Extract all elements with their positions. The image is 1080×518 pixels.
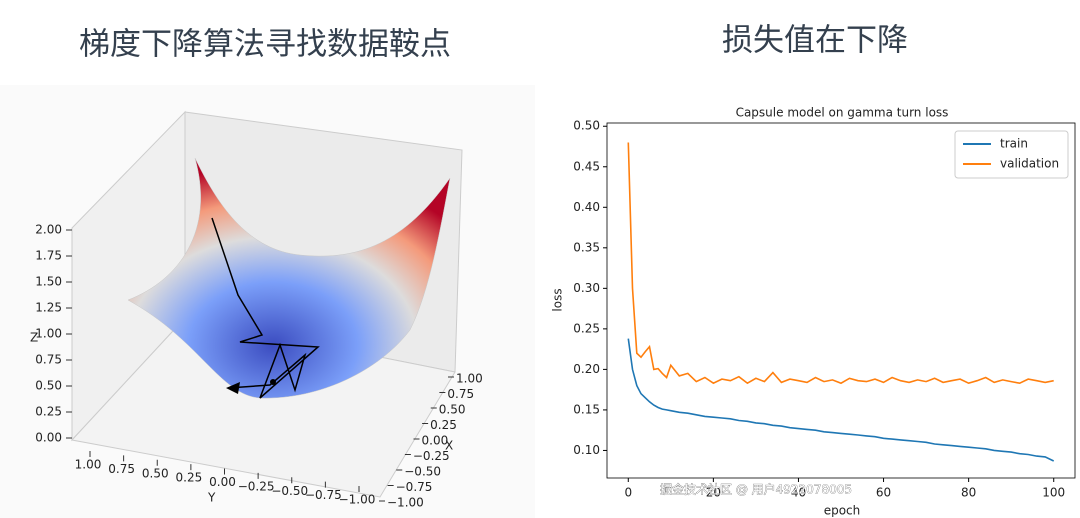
x-axis-label: epoch (824, 504, 861, 518)
z-tick-label: 1.75 (35, 249, 62, 263)
y-axis-label: Y (207, 491, 216, 505)
x-tick-label: 80 (961, 486, 976, 500)
x-tick-label: 40 (791, 486, 806, 500)
z-tick-label: 0.75 (35, 353, 62, 367)
x-tick-label: 0.25 (430, 418, 457, 432)
y-tick-label: 0.45 (573, 159, 600, 173)
y-tick-label: 1.00 (75, 458, 102, 472)
x-tick-label: 0.00 (422, 434, 449, 448)
y-tick-label: 0.35 (573, 240, 600, 254)
y-axis-label: loss (551, 288, 565, 311)
surface-plot: Z Y X 0.000.250.500.751.001.251.501.752.… (0, 85, 535, 518)
y-tick-label: −1.00 (339, 493, 376, 507)
y-tick-label: 0.15 (573, 402, 600, 416)
x-tick-label: 1.00 (456, 372, 483, 386)
surface (127, 157, 451, 399)
y-tick-label: 0.10 (573, 443, 600, 457)
y-tick-label: 0.50 (573, 119, 600, 133)
y-tick-label: 0.25 (176, 471, 203, 485)
y-tick-label: −0.75 (305, 488, 342, 502)
descent-path (211, 217, 320, 399)
left-title: 梯度下降算法寻找数据鞍点 (79, 27, 451, 63)
right-title: 损失值在下降 (722, 23, 908, 59)
z-tick-label: 0.25 (35, 405, 62, 419)
y-tick-label: 0.30 (573, 281, 600, 295)
y-tick-label: −0.25 (238, 479, 275, 493)
x-tick-label: −1.00 (387, 496, 424, 510)
x-tick-label: 60 (876, 486, 891, 500)
z-tick-label: 1.00 (35, 327, 62, 341)
y-tick-label: 0.20 (573, 362, 600, 376)
x-tick-label: 0 (624, 486, 632, 500)
x-tick-label: 0.50 (439, 403, 466, 417)
x-tick-label: −0.25 (413, 449, 450, 463)
z-tick-label: 0.00 (35, 431, 62, 445)
x-tick-label: 100 (1042, 486, 1065, 500)
y-tick-label: 0.40 (573, 200, 600, 214)
watermark: 掘金技术社区 @ 用户4922078005 (660, 482, 852, 497)
x-axis-label: X (445, 439, 453, 453)
z-tick-label: 1.25 (35, 301, 62, 315)
line-chart: Capsule model on gamma turn loss epoch l… (551, 106, 1076, 518)
x-tick-label: 20 (706, 486, 721, 500)
z-tick-label: 0.50 (35, 379, 62, 393)
legend-box (954, 130, 1069, 179)
x-tick-label: −0.50 (404, 465, 441, 479)
z-axis-label: Z (30, 331, 38, 345)
series-line (627, 338, 1055, 462)
plot-frame (606, 122, 1076, 479)
z-tick-label: 1.50 (35, 275, 62, 289)
x-tick-label: −0.75 (396, 480, 433, 494)
chart-title: Capsule model on gamma turn loss (736, 106, 949, 120)
legend-label: train (1000, 137, 1028, 151)
y-tick-label: 0.75 (108, 462, 135, 476)
y-tick-label: −0.50 (271, 484, 308, 498)
x-tick-label: 0.75 (447, 387, 474, 401)
y-tick-label: 0.50 (142, 466, 169, 480)
y-tick-label: 0.25 (573, 321, 600, 335)
y-tick-label: 0.00 (209, 475, 236, 489)
path-arrow (226, 382, 240, 394)
z-tick-label: 2.00 (35, 223, 62, 237)
legend-label: validation (1000, 157, 1059, 171)
minimum-point (270, 379, 276, 385)
series-line (627, 142, 1054, 385)
